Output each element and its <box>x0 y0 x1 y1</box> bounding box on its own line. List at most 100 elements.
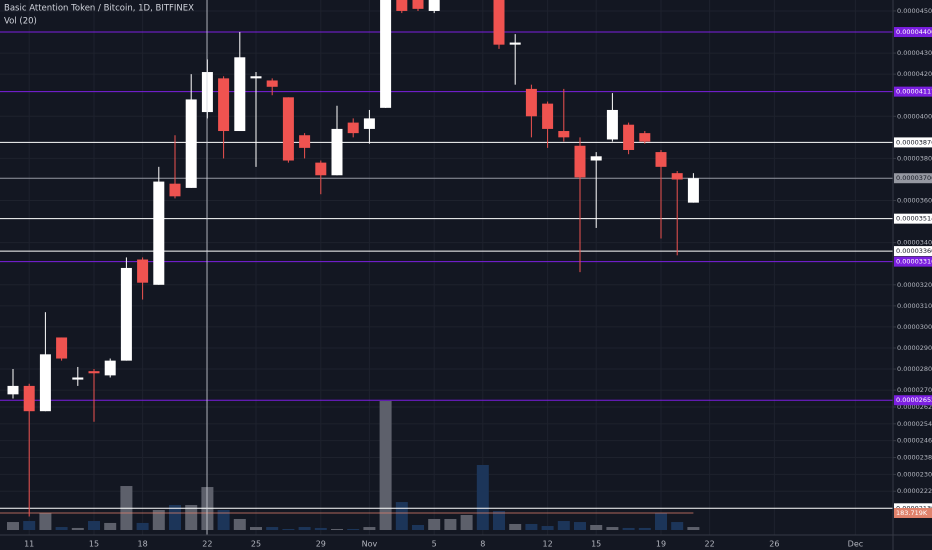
volume-bar <box>606 527 619 530</box>
candle-body <box>412 0 424 9</box>
candle-body <box>282 97 294 161</box>
candle-body <box>590 156 602 161</box>
level-badge <box>894 256 932 267</box>
volume-bar <box>476 465 489 530</box>
candle-body <box>137 259 149 283</box>
volume-bar <box>363 527 376 530</box>
candle-body <box>331 128 343 176</box>
candle-body <box>509 42 521 45</box>
x-tick-label: 8 <box>480 540 485 549</box>
candle-body <box>39 354 51 412</box>
volume-bar <box>444 518 457 530</box>
volume-bar <box>39 512 52 530</box>
candle-body <box>56 337 68 359</box>
candle-body <box>574 145 586 178</box>
candle-body <box>639 133 651 142</box>
candle-body <box>542 103 554 129</box>
x-tick-label: 26 <box>769 540 779 549</box>
volume-bar <box>541 526 554 530</box>
level-badge <box>894 395 932 406</box>
x-tick-label: 22 <box>705 540 715 549</box>
candle-body <box>104 360 116 376</box>
volume-bar <box>331 528 343 530</box>
x-tick-label: 15 <box>89 540 99 549</box>
volume-bar <box>104 522 117 530</box>
volume-bar <box>509 523 522 530</box>
volume-bar <box>493 511 505 530</box>
level-badge <box>894 173 932 184</box>
level-label: 0.00003310 <box>896 258 932 266</box>
x-tick-label: 11 <box>24 540 34 549</box>
volume-bar <box>71 527 84 530</box>
volume-bar <box>55 527 68 530</box>
volume-bar <box>23 521 36 530</box>
x-tick-label: 29 <box>316 540 326 549</box>
volume-bar <box>282 528 295 530</box>
level-label: 0.00004117 <box>896 88 932 96</box>
x-tick-label: 5 <box>432 540 437 549</box>
level-badge <box>894 213 932 224</box>
level-label: 0.00003514 <box>896 215 932 223</box>
volume-bar <box>217 510 230 530</box>
volume-bar <box>395 502 408 530</box>
candle-body <box>250 76 262 79</box>
chart-title: Basic Attention Token / Bitcoin, 1D, BIT… <box>4 4 194 14</box>
volume-bar <box>152 510 165 530</box>
candle-body <box>687 178 699 203</box>
volume-bar <box>525 523 538 530</box>
level-badge <box>894 246 932 257</box>
candle-body <box>23 385 35 412</box>
candle-body <box>671 173 683 180</box>
candle-body <box>88 371 100 374</box>
volume-bar <box>574 522 586 530</box>
volume-ma-label: 183.719K <box>896 509 928 517</box>
x-tick-label: 19 <box>656 540 666 549</box>
volume-bar <box>298 527 311 530</box>
volume-bar <box>7 522 19 530</box>
candle-body <box>153 181 165 285</box>
level-label: 0.00003876 <box>896 138 932 146</box>
volume-bar <box>250 527 262 530</box>
volume-bar <box>412 525 424 530</box>
volume-bar <box>185 505 198 530</box>
x-tick-label: Nov <box>362 540 378 549</box>
level-badge <box>894 27 932 38</box>
x-tick-label: Dec <box>848 540 863 549</box>
level-label: 0.00003360 <box>896 247 932 255</box>
candle-body <box>266 80 278 87</box>
candle-body <box>72 377 84 380</box>
price-axis <box>893 0 932 550</box>
candle-body <box>299 135 311 148</box>
candle-body <box>7 385 19 395</box>
level-label: 0.00003706 <box>896 174 932 182</box>
volume-bar <box>687 527 700 530</box>
candle-body <box>169 183 181 197</box>
volume-bar <box>136 522 149 530</box>
candle-body <box>493 0 505 45</box>
volume-bar <box>169 505 181 530</box>
x-tick-label: 12 <box>543 540 553 549</box>
level-badge <box>894 86 932 97</box>
volume-bar <box>347 528 360 530</box>
volume-bar <box>590 525 603 530</box>
x-tick-label: 25 <box>251 540 261 549</box>
volume-bar <box>671 522 684 530</box>
level-layer <box>0 31 893 509</box>
volume-title: Vol (20) <box>4 17 37 27</box>
volume-bar <box>88 521 100 530</box>
